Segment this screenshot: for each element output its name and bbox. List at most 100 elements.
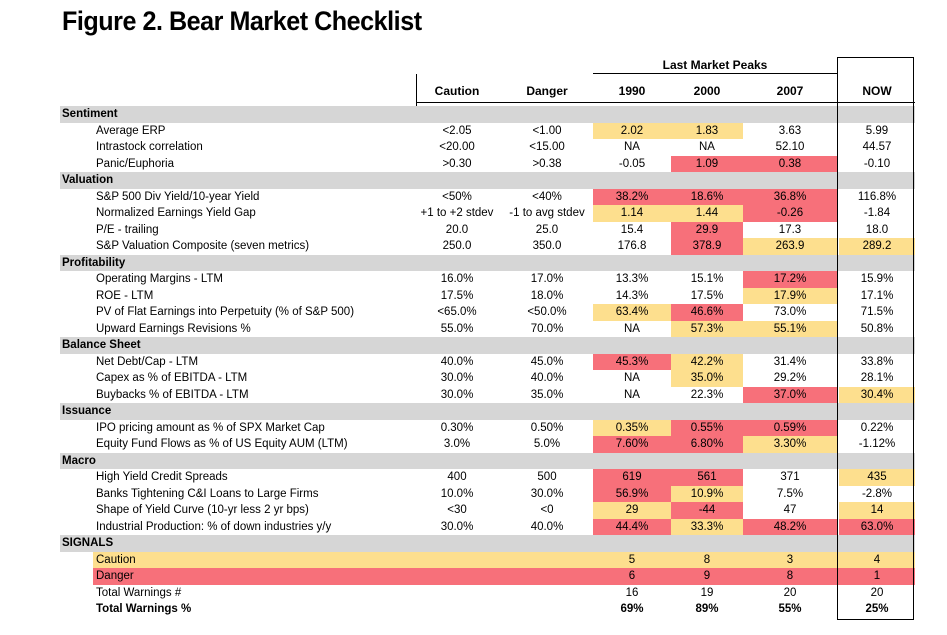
row-label: Total Warnings % — [96, 603, 192, 615]
cell-1990: -0.05 — [618, 157, 646, 170]
cell-1990: 16 — [625, 586, 639, 599]
section-header-row: Profitability — [60, 254, 915, 271]
cell-now: 116.8% — [857, 190, 897, 203]
cell-2000: 6.80% — [671, 436, 743, 453]
column-header-caution: Caution — [434, 84, 480, 98]
row-label: Operating Margins - LTM — [96, 273, 223, 285]
section-label: Macro — [62, 454, 96, 467]
cell-danger: 25.0 — [535, 223, 559, 236]
row-label: ROE - LTM — [96, 289, 154, 302]
section-label: Sentiment — [62, 108, 118, 120]
table-row: Intrastock correlation <20.00 <15.00 NA NA 52… — [60, 139, 915, 156]
cell-2007: 17.2% — [743, 271, 837, 288]
cell-caution: 0.30% — [440, 421, 474, 434]
cell-caution: <20.00 — [439, 141, 475, 153]
cell-2007: 7.5% — [776, 487, 804, 500]
cell-caution — [417, 568, 497, 585]
cell-danger: <15.00 — [529, 141, 565, 153]
cell-2000: NA — [699, 141, 715, 153]
cell-2007: 29.2% — [773, 372, 807, 384]
cell-caution: <65.0% — [437, 306, 477, 318]
cell-2007: 17.9% — [743, 287, 837, 304]
cell-danger: <1.00 — [532, 124, 562, 137]
cell-now: 30.4% — [839, 386, 915, 403]
cell-caution: 10.0% — [440, 487, 474, 500]
cell-1990: 38.2% — [593, 188, 671, 205]
cell-caution: +1 to +2 stdev — [420, 207, 494, 219]
cell-danger — [507, 585, 587, 602]
cell-caution — [417, 585, 497, 602]
row-label: Capex as % of EBITDA - LTM — [96, 372, 248, 384]
cell-1990: 15.4 — [620, 223, 644, 236]
cell-2000: 15.1% — [690, 273, 724, 285]
cell-danger: 5.0% — [533, 438, 561, 450]
cell-now: -1.84 — [863, 207, 891, 219]
cell-caution: 55.0% — [440, 322, 474, 335]
cell-caution: 30.0% — [440, 520, 474, 533]
cell-danger: <0 — [540, 504, 554, 516]
cell-now: 5.99 — [865, 124, 889, 137]
cell-caution: <50% — [442, 190, 472, 203]
row-label: Industrial Production: % of down industr… — [96, 520, 332, 533]
cell-danger: 40.0% — [530, 372, 564, 384]
cell-danger: 35.0% — [530, 388, 564, 401]
cell-danger: <50.0% — [527, 306, 567, 318]
cell-2007: 0.38 — [743, 155, 837, 172]
table-row: P/E - trailing 20.0 25.0 15.4 29.9 17.3 18.0 — [60, 221, 915, 238]
cell-1990: 69% — [620, 603, 644, 615]
signal-row-danger: Danger 6 9 8 1 — [60, 568, 915, 585]
cell-2007: 263.9 — [743, 238, 837, 255]
cell-caution: 40.0% — [440, 355, 474, 368]
table-rule — [416, 74, 417, 106]
cell-2000: 18.6% — [671, 188, 743, 205]
cell-caution: 30.0% — [440, 372, 474, 384]
cell-2000: 10.9% — [671, 485, 743, 502]
table-row: IPO pricing amount as % of SPX Market Ca… — [60, 419, 915, 436]
cell-danger: 40.0% — [530, 520, 564, 533]
cell-danger: -1 to avg stdev — [509, 207, 585, 219]
cell-caution: 16.0% — [440, 273, 474, 285]
now-column-frame — [837, 57, 914, 620]
section-header-row: Issuance — [60, 403, 915, 420]
cell-danger — [507, 601, 587, 618]
cell-now: 71.5% — [860, 306, 894, 318]
cell-danger: 0.50% — [530, 421, 564, 434]
cell-2007: 3.63 — [778, 124, 802, 137]
row-label: Equity Fund Flows as % of US Equity AUM … — [96, 438, 348, 450]
cell-now: 33.8% — [860, 355, 894, 368]
cell-1990: 44.4% — [593, 518, 671, 535]
cell-2000: 33.3% — [671, 518, 743, 535]
section-header-row: Balance Sheet — [60, 337, 915, 354]
cell-1990: 5 — [628, 553, 636, 566]
cell-1990: 63.4% — [593, 304, 671, 321]
row-label: Danger — [96, 570, 134, 582]
cell-2000: 1.83 — [671, 122, 743, 139]
cell-1990: NA — [624, 141, 640, 153]
section-label: Valuation — [62, 174, 114, 186]
cell-1990: 0.35% — [593, 419, 671, 436]
cell-2000: 89% — [695, 603, 719, 615]
cell-2000: 35.0% — [671, 370, 743, 387]
row-label: Normalized Earnings Yield Gap — [96, 207, 256, 219]
table-row: PV of Flat Earnings into Perpetuity (% o… — [60, 304, 915, 321]
column-header-2000: 2000 — [693, 84, 721, 98]
row-label: Upward Earnings Revisions % — [96, 322, 251, 335]
cell-2000: 8 — [703, 553, 711, 566]
table-row: High Yield Credit Spreads 400 500 619 561 371… — [60, 469, 915, 486]
cell-danger: 70.0% — [530, 322, 564, 335]
cell-1990: 45.3% — [593, 353, 671, 370]
cell-1990: 14.3% — [615, 289, 649, 302]
cell-danger: 350.0 — [532, 240, 562, 252]
row-label: Banks Tightening C&I Loans to Large Firm… — [96, 487, 319, 500]
cell-2000: 561 — [671, 469, 743, 486]
row-label: PV of Flat Earnings into Perpetuity (% o… — [96, 306, 355, 318]
cell-1990: NA — [624, 372, 640, 384]
column-header-2007: 2007 — [776, 84, 804, 98]
cell-2000: 42.2% — [671, 353, 743, 370]
section-label: Balance Sheet — [62, 339, 141, 351]
cell-now: 4 — [873, 553, 881, 566]
table-row: Total Warnings % 69% 89% 55% 25% — [60, 601, 915, 618]
section-header-row: Valuation — [60, 172, 915, 189]
cell-2000: 57.3% — [671, 320, 743, 337]
cell-now: 18.0 — [865, 223, 889, 236]
